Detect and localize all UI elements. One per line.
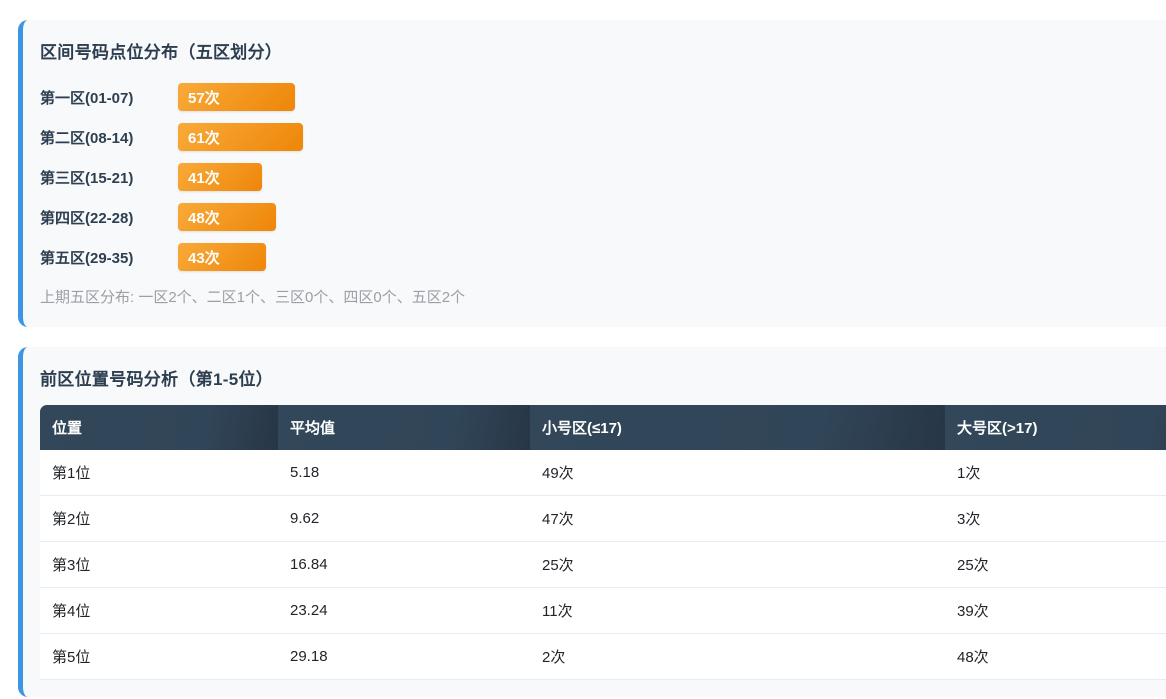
table-cell: 第4位 [40, 588, 278, 634]
column-header-small-zone: 小号区(≤17) [530, 405, 945, 450]
zone-row: 第四区(22-28) 48次 [40, 197, 1166, 237]
zone-card-title: 区间号码点位分布（五区划分） [40, 43, 283, 62]
zone-label: 第一区(01-07) [40, 89, 134, 107]
table-cell: 2次 [530, 634, 945, 680]
table-cell: 第3位 [40, 542, 278, 588]
table-cell: 48次 [945, 634, 1166, 680]
table-cell: 39次 [945, 588, 1166, 634]
table-cell: 第5位 [40, 634, 278, 680]
zone-summary-note: 上期五区分布: 一区2个、二区1个、三区0个、四区0个、五区2个 [40, 289, 466, 306]
table-body: 第1位 5.18 49次 1次 第2位 9.62 47次 3次 第3位 16.84 25次 25次 第4… [40, 450, 1166, 680]
table-cell: 23.24 [278, 588, 530, 634]
table-cell: 3次 [945, 496, 1166, 542]
zone-label: 第四区(22-28) [40, 209, 134, 227]
table-cell: 25次 [530, 542, 945, 588]
zone-bar-count: 57次 [188, 89, 220, 107]
zone-bar: 48次 [178, 203, 276, 231]
table-row: 第2位 9.62 47次 3次 [40, 496, 1166, 542]
table-row: 第4位 23.24 11次 39次 [40, 588, 1166, 634]
zone-label: 第五区(29-35) [40, 249, 134, 267]
table-cell: 47次 [530, 496, 945, 542]
table-cell: 49次 [530, 450, 945, 496]
zone-row: 第三区(15-21) 41次 [40, 157, 1166, 197]
table-cell: 25次 [945, 542, 1166, 588]
zone-bar-count: 41次 [188, 169, 220, 187]
zone-distribution-card: 区间号码点位分布（五区划分） 第一区(01-07) 57次第二区(08-14) 61… [18, 20, 1166, 327]
zone-row: 第一区(01-07) 57次 [40, 77, 1166, 117]
column-header-position: 位置 [40, 405, 278, 450]
table-cell: 11次 [530, 588, 945, 634]
table-cell: 第1位 [40, 450, 278, 496]
zone-label: 第二区(08-14) [40, 129, 134, 147]
zone-bar: 57次 [178, 83, 295, 111]
table-row: 第3位 16.84 25次 25次 [40, 542, 1166, 588]
table-cell: 9.62 [278, 496, 530, 542]
zone-bar-count: 48次 [188, 209, 220, 227]
table-row: 第5位 29.18 2次 48次 [40, 634, 1166, 680]
zone-bar-count: 43次 [188, 249, 220, 267]
column-header-average: 平均值 [278, 405, 530, 450]
table-cell: 5.18 [278, 450, 530, 496]
table-cell: 16.84 [278, 542, 530, 588]
table-cell: 1次 [945, 450, 1166, 496]
position-card-title: 前区位置号码分析（第1-5位） [40, 370, 274, 389]
table-row: 第1位 5.18 49次 1次 [40, 450, 1166, 496]
zone-row: 第二区(08-14) 61次 [40, 117, 1166, 157]
zone-bar: 43次 [178, 243, 266, 271]
table-cell: 第2位 [40, 496, 278, 542]
table-header-row: 位置 平均值 小号区(≤17) 大号区(>17) [40, 405, 1166, 450]
column-header-large-zone: 大号区(>17) [945, 405, 1166, 450]
zone-bar: 41次 [178, 163, 262, 191]
position-analysis-table: 位置 平均值 小号区(≤17) 大号区(>17) 第1位 5.18 49次 1次 第2位… [40, 405, 1166, 680]
zone-row: 第五区(29-35) 43次 [40, 237, 1166, 277]
zone-bar: 61次 [178, 123, 303, 151]
table-cell: 29.18 [278, 634, 530, 680]
zone-bar-count: 61次 [188, 129, 220, 147]
zone-label: 第三区(15-21) [40, 169, 134, 187]
position-analysis-card: 前区位置号码分析（第1-5位） 位置 平均值 小号区(≤17) 大号区(>17)… [18, 347, 1166, 697]
zone-bar-chart: 第一区(01-07) 57次 第二区(08-14) 61次 第三区(15-21) 41次第… [40, 77, 1166, 277]
